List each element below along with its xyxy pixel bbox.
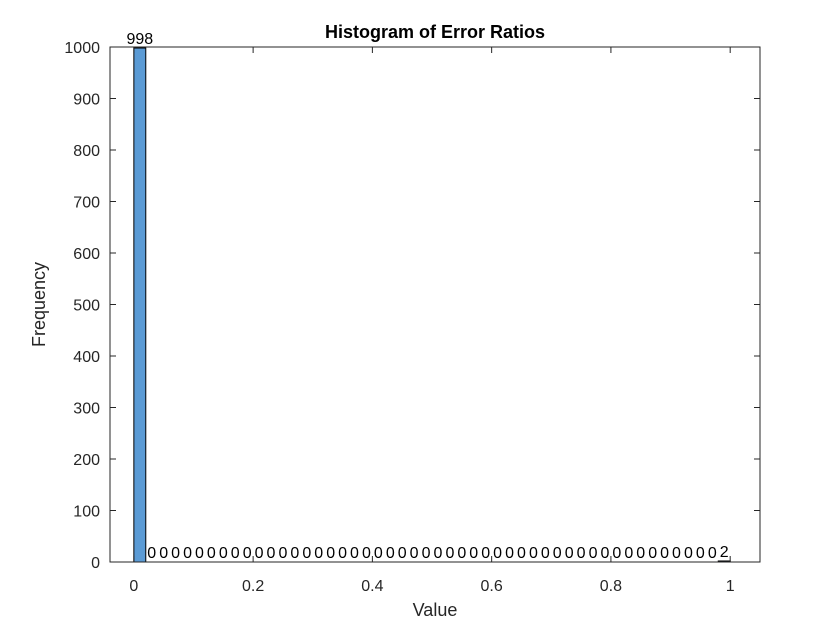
bar-value-label: 0	[612, 545, 621, 562]
bar-value-label: 0	[505, 545, 514, 562]
y-tick-label: 700	[73, 195, 100, 212]
bar-value-label: 998	[126, 31, 153, 48]
bar-value-label: 0	[708, 545, 717, 562]
bar-value-label: 0	[541, 545, 550, 562]
y-tick-label: 200	[73, 452, 100, 469]
bar-value-label: 0	[469, 545, 478, 562]
bar-value-label: 0	[398, 545, 407, 562]
bar-value-label: 0	[589, 545, 598, 562]
bar-value-label: 0	[326, 545, 335, 562]
y-tick-label: 500	[73, 298, 100, 315]
y-tick-label: 400	[73, 349, 100, 366]
histogram-bar	[133, 47, 147, 563]
y-tick-label: 100	[73, 504, 100, 521]
bar-value-label: 0	[243, 545, 252, 562]
bar-value-label: 0	[374, 545, 383, 562]
x-tick-label: 0.2	[242, 578, 264, 595]
bar-value-label: 0	[648, 545, 657, 562]
bar-value-label: 0	[278, 545, 287, 562]
bar-value-label: 0	[159, 545, 168, 562]
y-tick-label: 1000	[64, 40, 100, 57]
bar-value-label: 0	[696, 545, 705, 562]
y-tick-label: 800	[73, 143, 100, 160]
bar-value-label: 0	[207, 545, 216, 562]
bar-value-label: 0	[434, 545, 443, 562]
x-tick-label: 0.6	[481, 578, 503, 595]
bar-value-label: 2	[720, 544, 729, 561]
bar-value-label: 0	[183, 545, 192, 562]
bar-value-label: 0	[362, 545, 371, 562]
x-axis: 0 0.2 0.4 0.6 0.8 1	[129, 47, 735, 595]
bar-value-label: 0	[672, 545, 681, 562]
bar-value-label: 0	[577, 545, 586, 562]
bar-value-label: 0	[660, 545, 669, 562]
bar-value-label: 0	[493, 545, 502, 562]
bar-value-label: 0	[195, 545, 204, 562]
bar-value-label: 0	[529, 545, 538, 562]
bar-value-label: 0	[481, 545, 490, 562]
y-tick-label: 600	[73, 246, 100, 263]
bar-value-label: 0	[350, 545, 359, 562]
bar-value-label: 0	[624, 545, 633, 562]
bar-value-label: 0	[410, 545, 419, 562]
bar-value-label: 0	[219, 545, 228, 562]
x-tick-label: 0.4	[361, 578, 383, 595]
bar-value-label: 0	[255, 545, 264, 562]
bar-value-label: 0	[517, 545, 526, 562]
bar-value-label: 0	[636, 545, 645, 562]
bar-value-label: 0	[601, 545, 610, 562]
bar-value-label: 0	[147, 545, 156, 562]
bar-value-label: 0	[314, 545, 323, 562]
bar-value-label: 0	[553, 545, 562, 562]
chart-title: Histogram of Error Ratios	[325, 22, 545, 42]
x-tick-label: 0	[129, 578, 138, 595]
y-tick-label: 900	[73, 92, 100, 109]
bar-value-label: 0	[684, 545, 693, 562]
bar-value-label: 0	[302, 545, 311, 562]
bar-value-label: 0	[457, 545, 466, 562]
y-axis-label: Frequency	[29, 262, 49, 347]
bar-value-label: 0	[338, 545, 347, 562]
plot-area	[110, 47, 760, 562]
bar-value-label: 0	[445, 545, 454, 562]
x-tick-label: 0.8	[600, 578, 622, 595]
x-axis-label: Value	[413, 600, 458, 620]
bar-value-label: 0	[565, 545, 574, 562]
bar-value-label: 0	[290, 545, 299, 562]
y-tick-label: 300	[73, 401, 100, 418]
bar-value-label: 0	[422, 545, 431, 562]
bar-value-label: 0	[386, 545, 395, 562]
y-tick-label: 0	[91, 555, 100, 572]
bar-value-label: 0	[267, 545, 276, 562]
x-tick-label: 1	[726, 578, 735, 595]
bar-value-label: 0	[171, 545, 180, 562]
bar-value-label: 0	[231, 545, 240, 562]
